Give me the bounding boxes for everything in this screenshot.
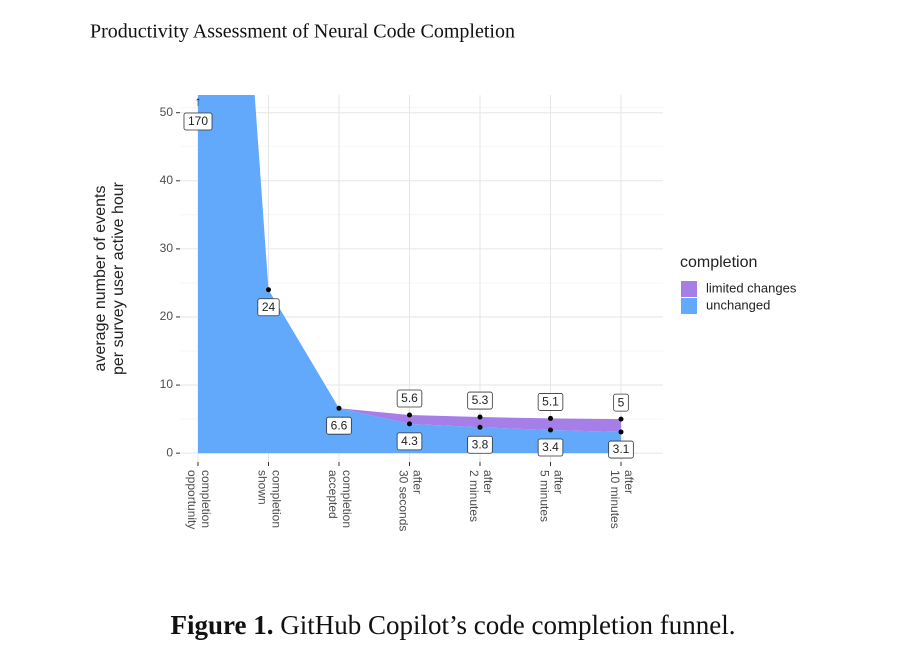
header: Productivity Assessment of Neural Code C… — [90, 21, 515, 43]
data-label: 6.6 — [331, 418, 348, 432]
data-label-box — [467, 435, 493, 454]
point — [407, 421, 412, 427]
x-tick-label-line: 5 minutes — [537, 470, 551, 522]
caption: Figure 1. GitHub Copilot’s code completi… — [171, 610, 736, 640]
caption-text: GitHub Copilot’s code completion funnel. — [280, 610, 735, 640]
caption-label: Figure 1. — [171, 610, 274, 640]
point — [548, 427, 553, 433]
total-label: 5.1 — [542, 395, 559, 409]
data-label: 3.8 — [472, 437, 489, 451]
point — [618, 416, 624, 422]
x-tick-label-line: shown — [255, 470, 269, 505]
point — [477, 414, 483, 420]
total-label: 5.6 — [401, 391, 418, 405]
y-tick-label: 30 — [160, 241, 174, 255]
x-tick-label-line: completion — [340, 470, 354, 528]
x-tick-label-line: after — [481, 470, 495, 494]
total-label-box — [396, 389, 423, 408]
x-tick-label-line: after — [410, 470, 424, 494]
legend-label: unchanged — [706, 297, 770, 312]
point — [266, 287, 271, 293]
x-tick-label: after5 minutes — [537, 470, 565, 522]
x-tick-label: after10 minutes — [608, 470, 636, 529]
x-tick-label-line: after — [551, 470, 565, 494]
legend-label: limited changes — [706, 280, 797, 295]
data-label-box — [183, 112, 213, 131]
area-unchanged — [198, 95, 621, 454]
point — [407, 412, 412, 418]
x-tick-label-line: 2 minutes — [467, 470, 481, 522]
data-label-box — [537, 438, 564, 457]
x-tick-label-line: opportunity — [185, 470, 199, 529]
x-tick-label-line: after — [622, 470, 636, 494]
point — [336, 405, 342, 411]
total-label: 5 — [618, 395, 625, 409]
data-label: 170 — [188, 114, 208, 128]
y-tick-label: 0 — [166, 445, 173, 459]
total-label-box — [613, 393, 629, 412]
overflow-marker: ↑ — [195, 93, 202, 108]
y-tick-label: 50 — [160, 105, 174, 119]
point — [548, 415, 553, 421]
y-axis-label: average number of eventsper survey user … — [92, 181, 127, 375]
data-label: 3.1 — [613, 442, 630, 456]
y-tick-label: 40 — [160, 173, 174, 187]
x-tick-label: completionaccepted — [326, 470, 354, 528]
x-tick-label-line: completion — [199, 470, 213, 528]
data-label-box — [608, 440, 634, 459]
data-label: 4.3 — [401, 434, 418, 448]
y-axis-label-line: average number of events — [92, 186, 109, 372]
data-label: 24 — [262, 300, 276, 314]
data-label-box — [396, 432, 423, 451]
y-tick-label: 10 — [160, 377, 174, 391]
x-tick-label-line: 30 seconds — [396, 470, 410, 531]
y-tick-label: 20 — [160, 309, 174, 323]
point — [477, 424, 483, 430]
x-tick-label: completionopportunity — [185, 470, 213, 529]
data-label-box — [326, 416, 352, 435]
x-tick-label: after30 seconds — [396, 470, 424, 531]
legend-key — [681, 298, 697, 314]
x-tick-label: after2 minutes — [467, 470, 495, 522]
point — [618, 429, 624, 435]
x-tick-label-line: 10 minutes — [608, 470, 622, 529]
y-axis-label-line: per survey user active hour — [110, 181, 127, 375]
legend-title: completion — [680, 254, 757, 271]
x-tick-label-line: accepted — [326, 470, 340, 519]
data-label-box — [257, 298, 280, 317]
total-label-box — [537, 393, 564, 411]
data-label: 3.4 — [542, 440, 559, 454]
x-tick-label-line: completion — [269, 470, 283, 528]
x-tick-label: completionshown — [255, 470, 283, 528]
legend-key — [681, 281, 697, 297]
total-label: 5.3 — [472, 393, 489, 407]
total-label-box — [467, 391, 493, 410]
